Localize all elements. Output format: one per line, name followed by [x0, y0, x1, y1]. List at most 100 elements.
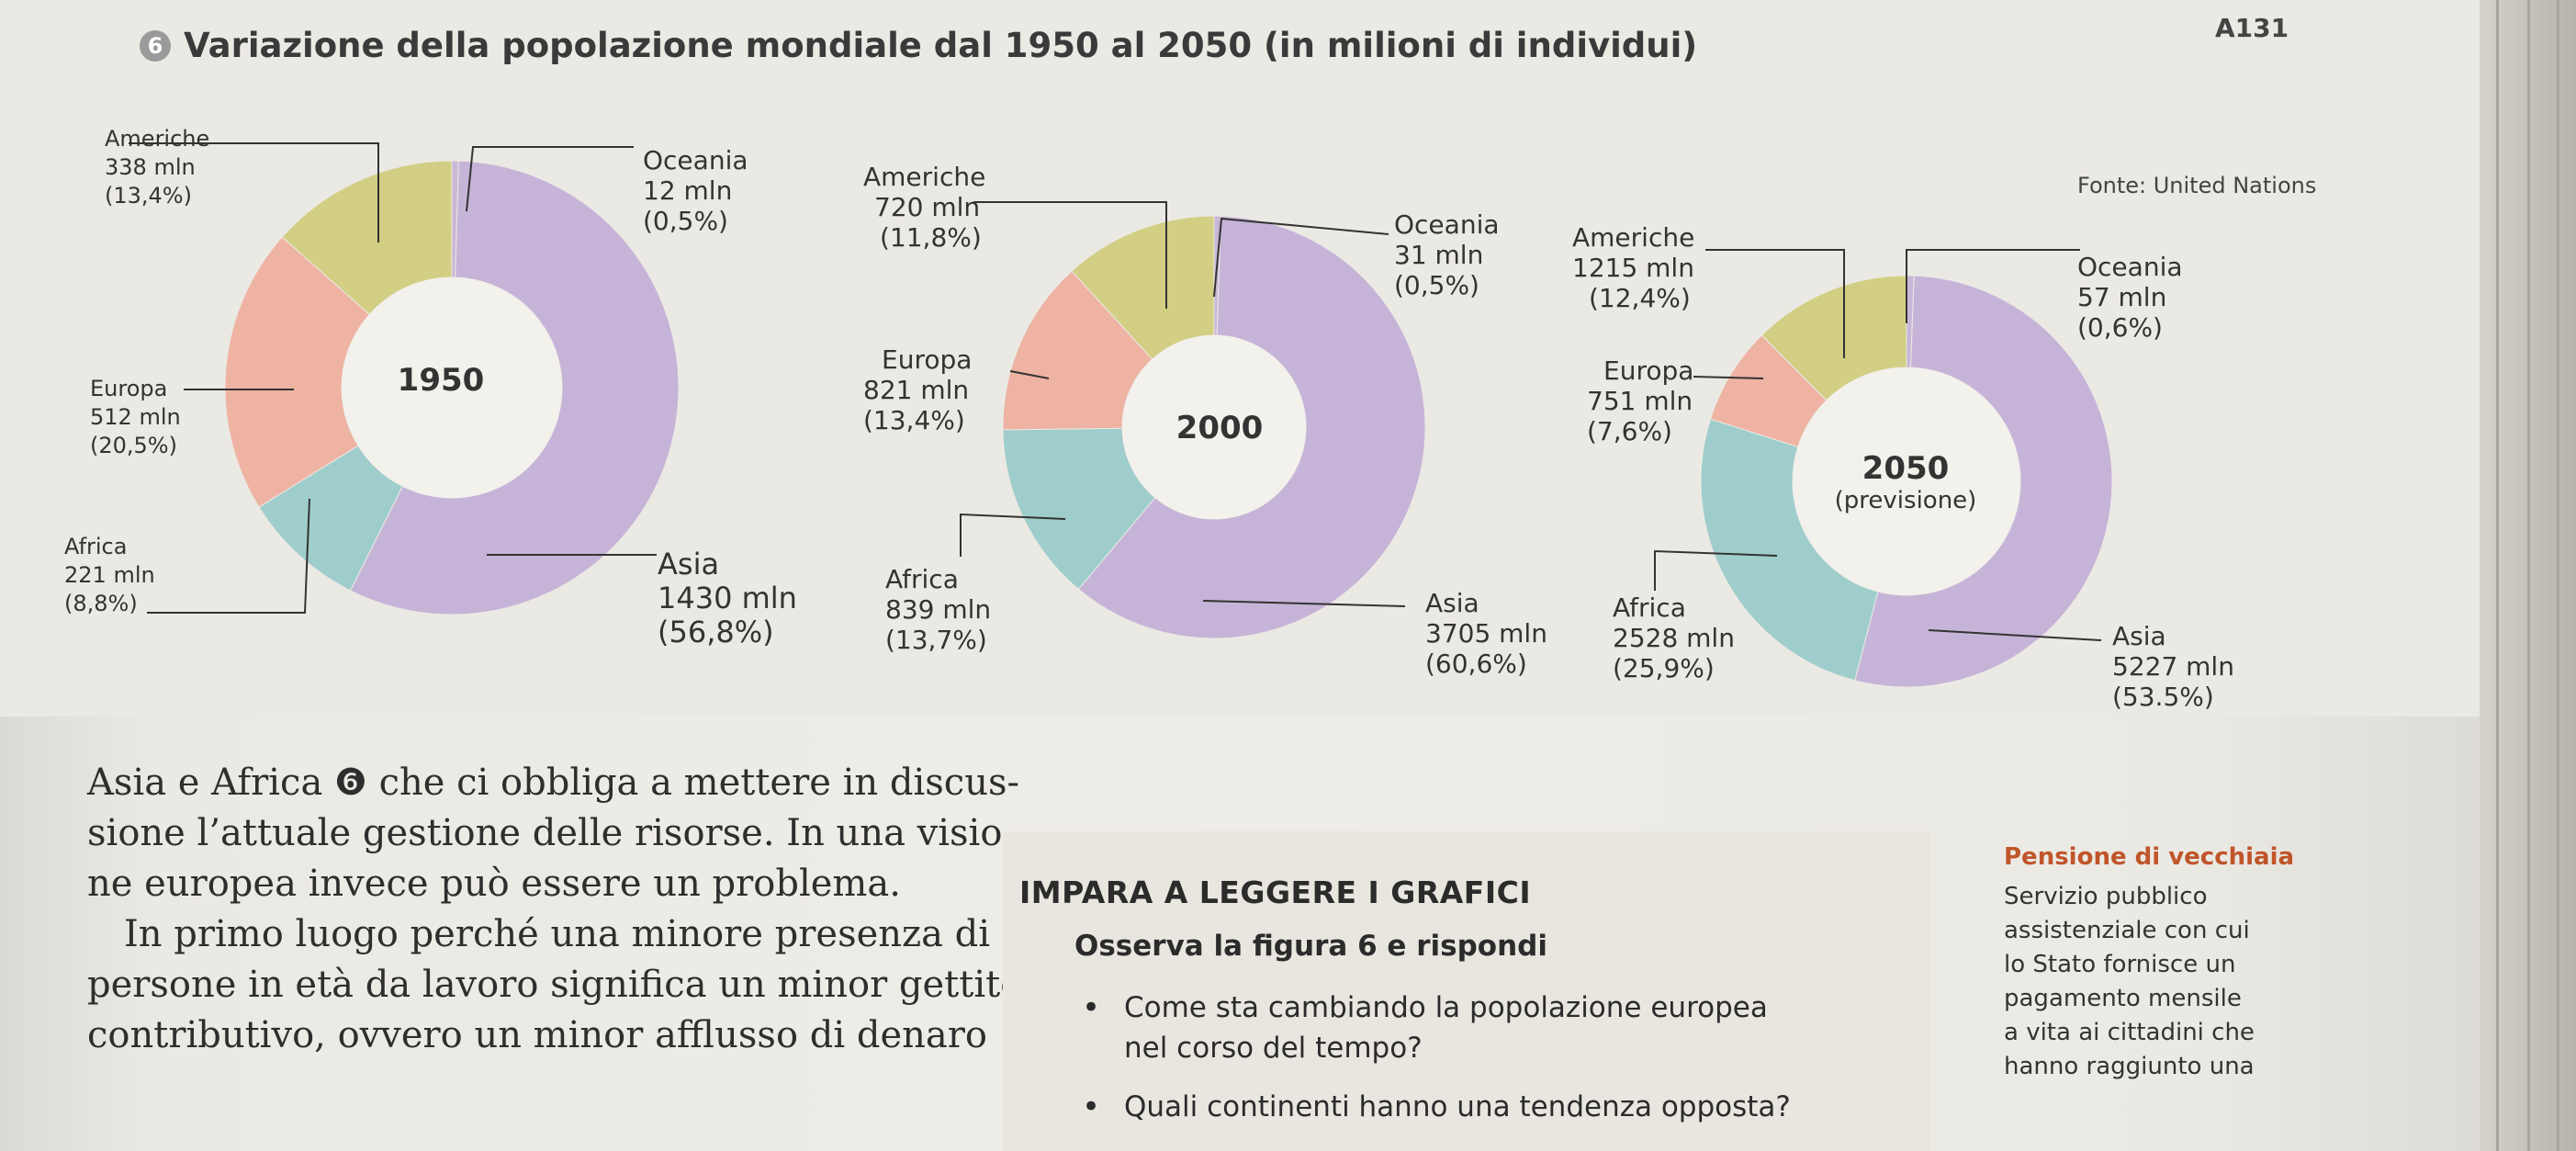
exercise-question: Osserva la figura 6 e rispondi: [1074, 930, 1547, 963]
label-2050-africa: Africa 2528 mln (25,9%): [1613, 592, 1735, 683]
glossary-line: assistenziale con cui: [2004, 917, 2250, 944]
label-name: Africa: [64, 534, 128, 559]
label-share: (7,6%): [1587, 416, 1672, 446]
label-2050-oceania: Oceania 57 mln (0,6%): [2077, 252, 2183, 343]
donut-slice-1950-europa: [224, 236, 370, 508]
donut-hole-2050: [1793, 367, 2020, 595]
label-name: Europa: [1603, 355, 1694, 386]
label-name: Africa: [885, 564, 959, 594]
glossary-line: hanno raggiunto una: [2004, 1053, 2255, 1080]
label-value: 5227 mln: [2112, 651, 2234, 682]
label-name: Africa: [1613, 592, 1686, 623]
label-share: (12,4%): [1589, 283, 1691, 313]
center-label-1950: 1950: [349, 362, 533, 399]
body-line: persone in età da lavoro significa un mi…: [87, 964, 1023, 1006]
label-share: (13,4%): [863, 405, 965, 435]
label-value: 1430 mln: [658, 581, 797, 615]
label-value: 720 mln: [874, 192, 981, 222]
exercise-item: Quali continenti hanno una tendenza oppo…: [1074, 1087, 1791, 1127]
label-2000-americhe: Americhe 720 mln (11,8%): [863, 162, 985, 253]
label-name: Asia: [2112, 621, 2166, 651]
label-2000-asia: Asia 3705 mln (60,6%): [1425, 588, 1547, 679]
forecast-label: (previsione): [1834, 487, 1977, 514]
label-share: (13,4%): [105, 183, 192, 209]
center-label-2050: 2050 (previsione): [1809, 450, 2002, 514]
year-2000: 2000: [1176, 410, 1264, 446]
glossary-line: pagamento mensile: [2004, 985, 2242, 1012]
year-1950: 1950: [397, 362, 485, 399]
donut-hole-1950: [342, 277, 562, 498]
label-name: Oceania: [1394, 209, 1500, 240]
label-share: (13,7%): [885, 625, 987, 655]
exercise-item-text: Quali continenti hanno una tendenza oppo…: [1124, 1090, 1791, 1123]
label-share: (0,5%): [1394, 270, 1479, 300]
body-line: Asia e Africa ❻ che ci obbliga a mettere…: [87, 762, 1019, 804]
label-value: 2528 mln: [1613, 623, 1735, 653]
label-2000-oceania: Oceania 31 mln (0,5%): [1394, 209, 1500, 300]
label-2000-europa: Europa 821 mln (13,4%): [863, 344, 972, 435]
body-paragraph: Asia e Africa ❻ che ci obbliga a mettere…: [87, 758, 1023, 1061]
label-name: Oceania: [2077, 252, 2183, 282]
exercise-item-text-cont: nel corso del tempo?: [1124, 1032, 1423, 1065]
label-share: (11,8%): [880, 222, 982, 253]
label-2050-asia: Asia 5227 mln (53.5%): [2112, 621, 2234, 712]
label-1950-oceania: Oceania 12 mln (0,5%): [643, 145, 748, 236]
label-value: 1215 mln: [1572, 253, 1694, 283]
label-1950-africa: Africa 221 mln (8,8%): [64, 533, 155, 618]
donut-hole-2000: [1122, 335, 1306, 519]
label-value: 221 mln: [64, 562, 155, 588]
label-share: (56,8%): [658, 615, 774, 649]
label-value: 12 mln: [643, 175, 733, 206]
figure-title: 6 Variazione della popolazione mondiale …: [140, 26, 1697, 65]
label-share: (0,6%): [2077, 312, 2163, 343]
label-share: (8,8%): [64, 591, 138, 616]
label-1950-americhe: Americhe 338 mln (13,4%): [105, 125, 209, 210]
label-value: 338 mln: [105, 154, 196, 180]
body-line: ne europea invece può essere un problema…: [87, 863, 901, 905]
label-share: (20,5%): [90, 433, 177, 458]
label-name: Americhe: [105, 126, 210, 152]
glossary-line: a vita ai cittadini che: [2004, 1019, 2255, 1046]
label-share: (25,9%): [1613, 653, 1715, 683]
label-share: (53.5%): [2112, 682, 2214, 712]
label-name: Asia: [658, 547, 720, 581]
label-name: Europa: [90, 376, 168, 401]
label-value: 512 mln: [90, 404, 181, 430]
exercise-item: Come sta cambiando la popolazione europe…: [1074, 987, 1791, 1068]
label-value: 3705 mln: [1425, 618, 1547, 649]
label-value: 821 mln: [863, 375, 970, 405]
label-name: Europa: [882, 344, 973, 375]
label-name: Oceania: [643, 145, 748, 175]
label-value: 751 mln: [1587, 386, 1693, 416]
glossary-line: lo Stato fornisce un: [2004, 951, 2236, 978]
label-name: Asia: [1425, 588, 1479, 618]
label-share: (0,5%): [643, 206, 728, 236]
body-line: contributivo, ovvero un minor afflusso d…: [87, 1014, 987, 1056]
figure-title-text: Variazione della popolazione mondiale da…: [184, 26, 1698, 65]
label-2000-africa: Africa 839 mln (13,7%): [885, 564, 991, 655]
page-number: A131: [2215, 13, 2289, 43]
body-line: sione l’attuale gestione delle risorse. …: [87, 812, 1015, 854]
exercise-list: Come sta cambiando la popolazione europe…: [1074, 987, 1791, 1145]
glossary-line: Servizio pubblico: [2004, 883, 2208, 910]
glossary-definition: Servizio pubblico assistenziale con cui …: [2004, 880, 2255, 1084]
figure-number-badge: 6: [140, 29, 171, 62]
label-value: 31 mln: [1394, 240, 1484, 270]
label-value: 839 mln: [885, 594, 992, 625]
center-label-2000: 2000: [1128, 410, 1311, 446]
exercise-title: IMPARA A LEGGERE I GRAFICI: [1019, 875, 1532, 910]
glossary-term: Pensione di vecchiaia: [2004, 843, 2295, 871]
label-2050-americhe: Americhe 1215 mln (12,4%): [1572, 222, 1694, 313]
label-share: (60,6%): [1425, 649, 1527, 679]
body-line: In primo luogo perché una minore presenz…: [124, 913, 991, 955]
label-name: Americhe: [1572, 222, 1695, 253]
label-name: Americhe: [863, 162, 986, 192]
donut-charts: [129, 142, 2113, 688]
exercise-item-text: Come sta cambiando la popolazione europe…: [1124, 991, 1768, 1024]
label-value: 57 mln: [2077, 282, 2167, 312]
label-2050-europa: Europa 751 mln (7,6%): [1587, 355, 1693, 446]
label-1950-asia: Asia 1430 mln (56,8%): [658, 547, 797, 649]
book-spine: [2480, 0, 2576, 1151]
label-1950-europa: Europa 512 mln (20,5%): [90, 375, 181, 460]
